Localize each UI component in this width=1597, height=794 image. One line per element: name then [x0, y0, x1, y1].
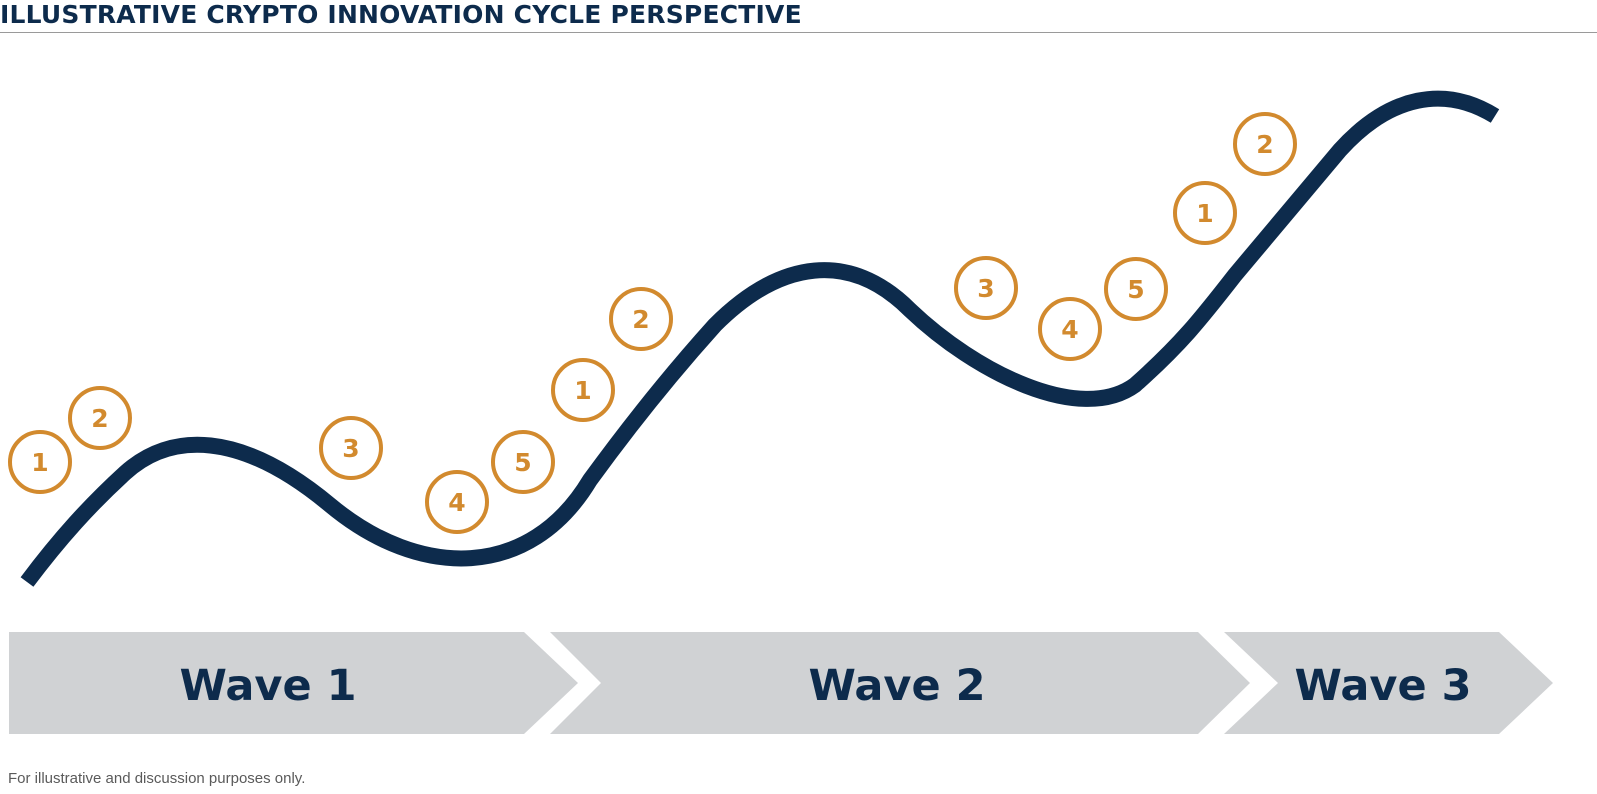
step-marker: 5 [491, 430, 555, 494]
page-title: ILLUSTRATIVE CRYPTO INNOVATION CYCLE PER… [0, 0, 802, 29]
step-marker-ring [1173, 181, 1237, 245]
step-marker-number: 1 [574, 376, 591, 405]
step-marker-ring [319, 416, 383, 480]
step-marker-ring [1038, 297, 1102, 361]
step-marker-ring [1233, 112, 1297, 176]
step-marker-number: 5 [514, 448, 531, 477]
wave-3-chevron [1224, 632, 1553, 734]
step-marker: 3 [954, 256, 1018, 320]
step-marker-ring [491, 430, 555, 494]
step-marker-ring [68, 386, 132, 450]
step-marker: 4 [425, 470, 489, 534]
wave-1-chevron [9, 632, 578, 734]
step-marker-ring [954, 256, 1018, 320]
step-marker: 2 [609, 287, 673, 351]
footnote: For illustrative and discussion purposes… [8, 770, 306, 787]
step-marker-ring [8, 430, 72, 494]
step-marker-number: 5 [1127, 275, 1144, 304]
step-marker-ring [1104, 257, 1168, 321]
step-marker-number: 1 [31, 448, 48, 477]
wave-2-chevron [550, 632, 1250, 734]
wave-1-label: Wave 1 [180, 661, 357, 711]
step-marker-number: 4 [1061, 315, 1078, 344]
step-marker: 1 [8, 430, 72, 494]
step-marker: 5 [1104, 257, 1168, 321]
step-marker-number: 2 [1256, 130, 1273, 159]
step-marker-ring [551, 358, 615, 422]
step-marker-number: 3 [977, 274, 994, 303]
step-marker: 1 [551, 358, 615, 422]
step-marker-ring [425, 470, 489, 534]
step-marker-ring [609, 287, 673, 351]
marker-layer: 1 2 3 4 5 1 2 3 4 5 1 2 [8, 112, 1297, 534]
step-marker: 4 [1038, 297, 1102, 361]
title-divider [0, 32, 1597, 33]
step-marker-number: 4 [448, 488, 465, 517]
step-marker-number: 2 [91, 404, 108, 433]
wave-3-label: Wave 3 [1295, 661, 1472, 711]
cycle-curve [20, 90, 1500, 587]
step-marker-number: 3 [342, 434, 359, 463]
step-marker-number: 2 [632, 305, 649, 334]
wave-2-label: Wave 2 [809, 661, 986, 711]
wave-timeline: Wave 1 Wave 2 Wave 3 [9, 632, 1553, 734]
step-marker: 1 [1173, 181, 1237, 245]
step-marker: 2 [1233, 112, 1297, 176]
step-marker: 3 [319, 416, 383, 480]
step-marker-number: 1 [1196, 199, 1213, 228]
step-marker: 2 [68, 386, 132, 450]
